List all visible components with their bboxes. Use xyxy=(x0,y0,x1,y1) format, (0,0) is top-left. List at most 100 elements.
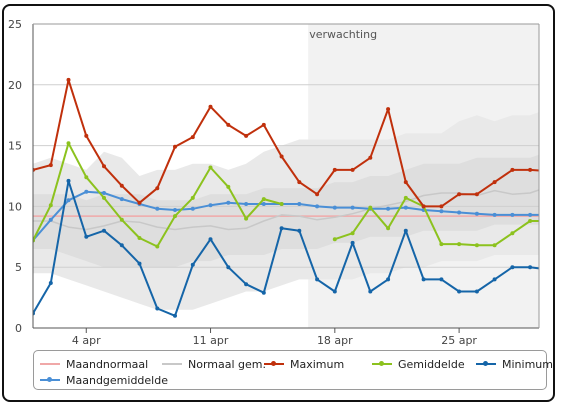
legend-marker xyxy=(271,361,276,366)
point-maandgemiddelde xyxy=(546,213,550,217)
legend-swatch xyxy=(162,363,182,365)
legend-label: Maandgemiddelde xyxy=(66,373,168,387)
point-maximum xyxy=(66,77,71,82)
legend-swatch xyxy=(264,361,284,366)
series-line-minimum xyxy=(33,179,539,317)
point-gemiddelde xyxy=(261,197,266,202)
point-minimum xyxy=(315,277,320,282)
point-gemiddelde xyxy=(155,244,160,249)
point-maximum xyxy=(386,107,391,112)
point-maximum xyxy=(510,167,515,172)
legend-label: Maximum xyxy=(290,357,345,371)
forecast-label: verwachting xyxy=(309,28,377,41)
point-gemiddelde xyxy=(439,242,444,247)
point-maximum xyxy=(102,164,106,169)
point-maximum xyxy=(528,167,533,172)
point-minimum xyxy=(102,228,106,233)
point-maandgemiddelde xyxy=(332,205,337,210)
point-maximum xyxy=(84,133,89,138)
legend-item-maandgemiddelde[interactable]: Maandgemiddelde xyxy=(40,373,168,387)
point-minimum xyxy=(173,313,177,318)
point-gemiddelde xyxy=(226,184,231,189)
point-minimum xyxy=(386,277,391,282)
point-maximum xyxy=(368,155,373,160)
point-maandgemiddelde xyxy=(119,197,124,202)
y-tick-label: 10 xyxy=(8,200,22,213)
legend-swatch xyxy=(40,377,60,382)
point-gemiddelde xyxy=(457,242,462,247)
point-maximum xyxy=(173,144,177,149)
point-maximum xyxy=(297,180,302,185)
point-maandgemiddelde xyxy=(102,191,106,195)
point-maximum xyxy=(474,192,479,197)
point-minimum xyxy=(279,226,284,231)
point-minimum xyxy=(546,268,550,272)
series-line-maximum xyxy=(33,78,539,208)
point-minimum xyxy=(66,178,71,183)
point-maandgemiddelde xyxy=(457,210,462,215)
point-minimum xyxy=(528,265,533,270)
point-maandgemiddelde xyxy=(208,203,213,208)
legend-item-minimum[interactable]: Minimum xyxy=(476,357,553,371)
series-line-maandgemiddelde xyxy=(33,190,539,242)
legend-item-maandnormaal[interactable]: Maandnormaal xyxy=(40,357,148,371)
point-maximum xyxy=(244,133,249,138)
point-minimum xyxy=(368,289,373,294)
point-maandgemiddelde xyxy=(439,209,444,214)
point-minimum xyxy=(457,289,462,294)
legend-item-maximum[interactable]: Maximum xyxy=(264,357,344,371)
point-minimum xyxy=(510,265,515,270)
y-tick-label: 20 xyxy=(8,79,22,92)
legend-swatch xyxy=(372,361,392,366)
point-minimum xyxy=(137,261,142,266)
point-maximum xyxy=(315,192,320,197)
point-maandgemiddelde xyxy=(84,189,89,194)
legend-item-normaal-gem[interactable]: Normaal gem. xyxy=(162,357,266,371)
point-maximum xyxy=(403,180,408,185)
point-maandgemiddelde xyxy=(66,198,71,203)
point-maandgemiddelde xyxy=(244,202,249,206)
x-tick-label: 18 apr xyxy=(317,334,353,347)
point-maximum xyxy=(279,154,284,159)
point-maandgemiddelde xyxy=(261,202,266,206)
point-gemiddelde xyxy=(279,202,284,206)
point-maximum xyxy=(48,163,53,168)
point-gemiddelde xyxy=(173,214,177,219)
y-tick-label: 15 xyxy=(8,140,22,153)
y-tick-label: 0 xyxy=(15,322,22,335)
point-gemiddelde xyxy=(332,237,337,242)
point-maximum xyxy=(350,167,355,172)
point-maximum xyxy=(332,167,337,172)
legend-label: Minimum xyxy=(502,357,553,371)
point-gemiddelde xyxy=(66,141,71,146)
point-maximum xyxy=(492,180,497,185)
point-gemiddelde xyxy=(102,195,106,200)
legend-item-gemiddelde[interactable]: Gemiddelde xyxy=(372,357,465,371)
point-maandgemiddelde xyxy=(190,206,195,211)
legend-swatch xyxy=(40,363,60,365)
point-gemiddelde xyxy=(492,243,497,248)
point-maximum xyxy=(208,104,213,109)
point-gemiddelde xyxy=(208,165,213,170)
point-gemiddelde xyxy=(119,217,124,222)
point-minimum xyxy=(261,290,266,295)
point-maandgemiddelde xyxy=(226,200,231,205)
point-gemiddelde xyxy=(48,203,53,208)
point-minimum xyxy=(190,262,195,267)
point-gemiddelde xyxy=(403,195,408,200)
point-maximum xyxy=(546,169,550,173)
legend: Maandnormaal Normaal gem. Maximum Gemiddeld… xyxy=(33,350,553,390)
point-minimum xyxy=(350,240,355,245)
legend-label: Gemiddelde xyxy=(398,357,465,371)
point-maximum xyxy=(439,204,444,209)
point-minimum xyxy=(492,277,497,282)
point-gemiddelde xyxy=(528,219,533,223)
point-maandgemiddelde xyxy=(510,212,515,217)
point-maximum xyxy=(421,204,426,209)
y-tick-label: 5 xyxy=(15,261,22,274)
point-maandgemiddelde xyxy=(155,206,160,211)
point-maandgemiddelde xyxy=(528,212,533,217)
legend-label: Maandnormaal xyxy=(66,357,149,371)
point-minimum xyxy=(474,289,479,294)
